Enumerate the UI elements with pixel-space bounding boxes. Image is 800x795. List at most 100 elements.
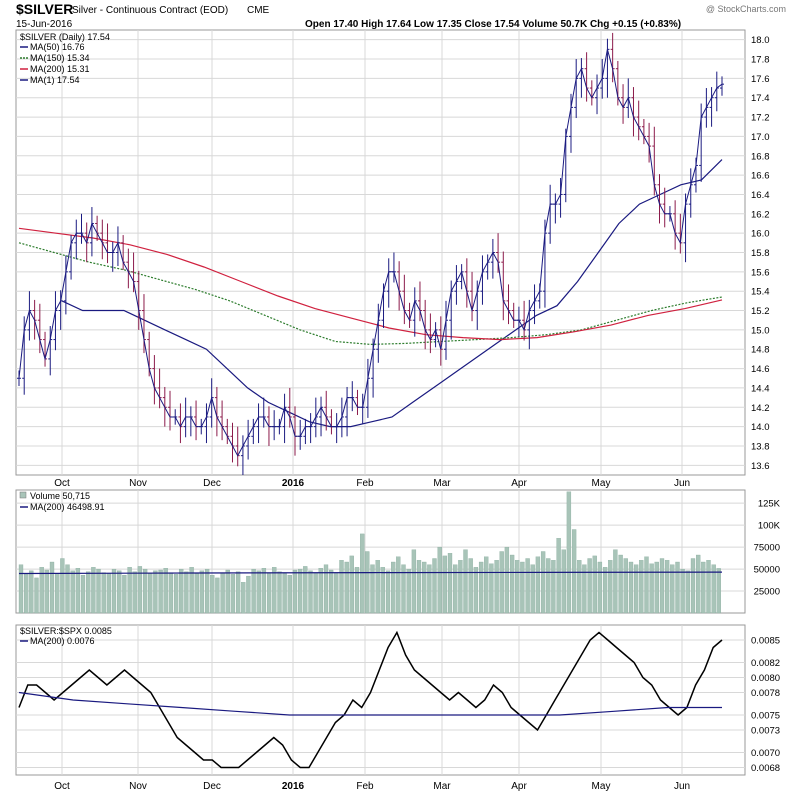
y-tick-label: 14.6: [751, 364, 770, 375]
volume-bar: [380, 567, 385, 614]
y-tick-label: 0.0068: [751, 763, 780, 774]
volume-bar: [344, 561, 349, 614]
y-tick-label: 0.0070: [751, 748, 780, 759]
volume-bar: [334, 573, 339, 614]
volume-bar: [132, 571, 137, 614]
volume-bar: [535, 556, 541, 614]
y-tick-label: 16.6: [751, 171, 770, 182]
volume-bar: [318, 568, 323, 614]
volume-bar: [266, 572, 272, 614]
volume-bar: [18, 564, 24, 614]
x-tick-label: Oct: [54, 478, 70, 489]
volume-bar: [649, 563, 654, 614]
y-tick-label: 0.0075: [751, 711, 780, 722]
volume-bar: [70, 570, 75, 614]
volume-bar: [44, 569, 49, 614]
volume-bar: [96, 568, 101, 614]
volume-bar: [618, 554, 623, 614]
volume-bar: [432, 558, 437, 614]
volume-bar: [339, 560, 344, 614]
volume-bar: [194, 573, 199, 614]
volume-bar: [173, 574, 179, 614]
volume-bar: [225, 569, 230, 614]
volume-bar: [406, 568, 411, 614]
volume-bar: [297, 568, 303, 614]
volume-bar: [277, 571, 282, 614]
legend-ratio: $SILVER:$SPX 0.0085: [20, 626, 112, 636]
volume-bar: [349, 555, 354, 614]
volume-bar: [189, 567, 194, 614]
y-tick-label: 16.0: [751, 229, 770, 240]
volume-bar: [142, 568, 148, 614]
ma200-line: [18, 227, 723, 341]
volume-bar: [122, 575, 127, 614]
x-tick-label: 2016: [282, 478, 305, 489]
volume-bar: [592, 555, 597, 614]
volume-bar: [484, 556, 489, 614]
axis-ticks: Oct Oct Nov Nov Dec Dec 2016 2016 Feb Feb Mar Mar Ap…: [54, 35, 780, 792]
y-tick-label: 0.0078: [751, 688, 780, 699]
volume-bar: [509, 554, 515, 614]
moving-average-lines: [18, 159, 723, 428]
volume-bar: [463, 549, 468, 614]
volume-ma-line: [18, 571, 723, 575]
volume-bar: [241, 582, 246, 614]
volume-bar: [551, 560, 556, 614]
x-tick-label: Dec: [203, 478, 221, 489]
volume-bar: [282, 573, 287, 614]
legend-ma200: MA(200) 15.31: [30, 64, 90, 74]
volume-bar: [633, 564, 639, 614]
volume-bar: [525, 558, 530, 614]
volume-bar: [644, 556, 649, 614]
ratio-legend: $SILVER:$SPX 0.0085 MA(200) 0.0076: [20, 626, 112, 646]
x-tick-label: May: [592, 781, 611, 792]
volume-bar: [354, 567, 360, 614]
volume-bar: [246, 575, 251, 614]
legend-vol-ma: MA(200) 46498.91: [30, 502, 105, 512]
volume-bar: [613, 549, 618, 614]
volume-bar: [411, 549, 417, 614]
ohlc-summary: Open 17.40 High 17.64 Low 17.35 Close 17…: [305, 19, 681, 30]
ma150-line: [18, 242, 723, 346]
volume-bar: [91, 567, 96, 614]
volume-bar: [127, 567, 132, 614]
legend-ma150: MA(150) 15.34: [30, 53, 90, 63]
x-tick-label: Feb: [356, 478, 374, 489]
y-tick-label: 14.0: [751, 422, 770, 433]
volume-bar: [597, 561, 603, 614]
volume-bar: [34, 577, 39, 614]
volume-bar: [659, 558, 665, 614]
y-tick-label: 17.8: [751, 55, 770, 66]
volume-bar: [530, 564, 535, 614]
volume-bar: [566, 491, 572, 614]
volume-bar: [416, 560, 422, 614]
x-tick-label: Mar: [433, 781, 451, 792]
y-tick-label: 125K: [758, 499, 781, 510]
y-tick-label: 16.8: [751, 151, 770, 162]
volume-bar: [468, 558, 473, 614]
volume-bar: [75, 568, 81, 614]
stockcharts-watermark: @ StockCharts.com: [706, 4, 786, 14]
volume-bar: [117, 570, 122, 614]
volume-bar: [49, 561, 55, 614]
y-tick-label: 17.0: [751, 132, 770, 143]
volume-bar: [235, 571, 241, 614]
volume-bar: [654, 561, 659, 614]
volume-bar: [437, 546, 442, 614]
volume-bar: [396, 556, 401, 614]
volume-bar: [670, 564, 675, 614]
volume-bar: [55, 573, 60, 614]
legend-ma1: MA(1) 17.54: [30, 75, 80, 85]
volume-bar: [287, 575, 292, 614]
volume-bar: [447, 553, 453, 614]
volume-bar: [80, 575, 86, 614]
volume-bar: [489, 563, 494, 614]
y-tick-label: 15.4: [751, 287, 770, 298]
volume-bar: [24, 573, 29, 614]
volume-bar: [520, 561, 525, 614]
volume-bar: [101, 572, 106, 614]
volume-bar: [623, 558, 628, 614]
volume-bar: [675, 561, 680, 614]
volume-bar: [458, 560, 463, 614]
volume-bar: [106, 573, 112, 614]
